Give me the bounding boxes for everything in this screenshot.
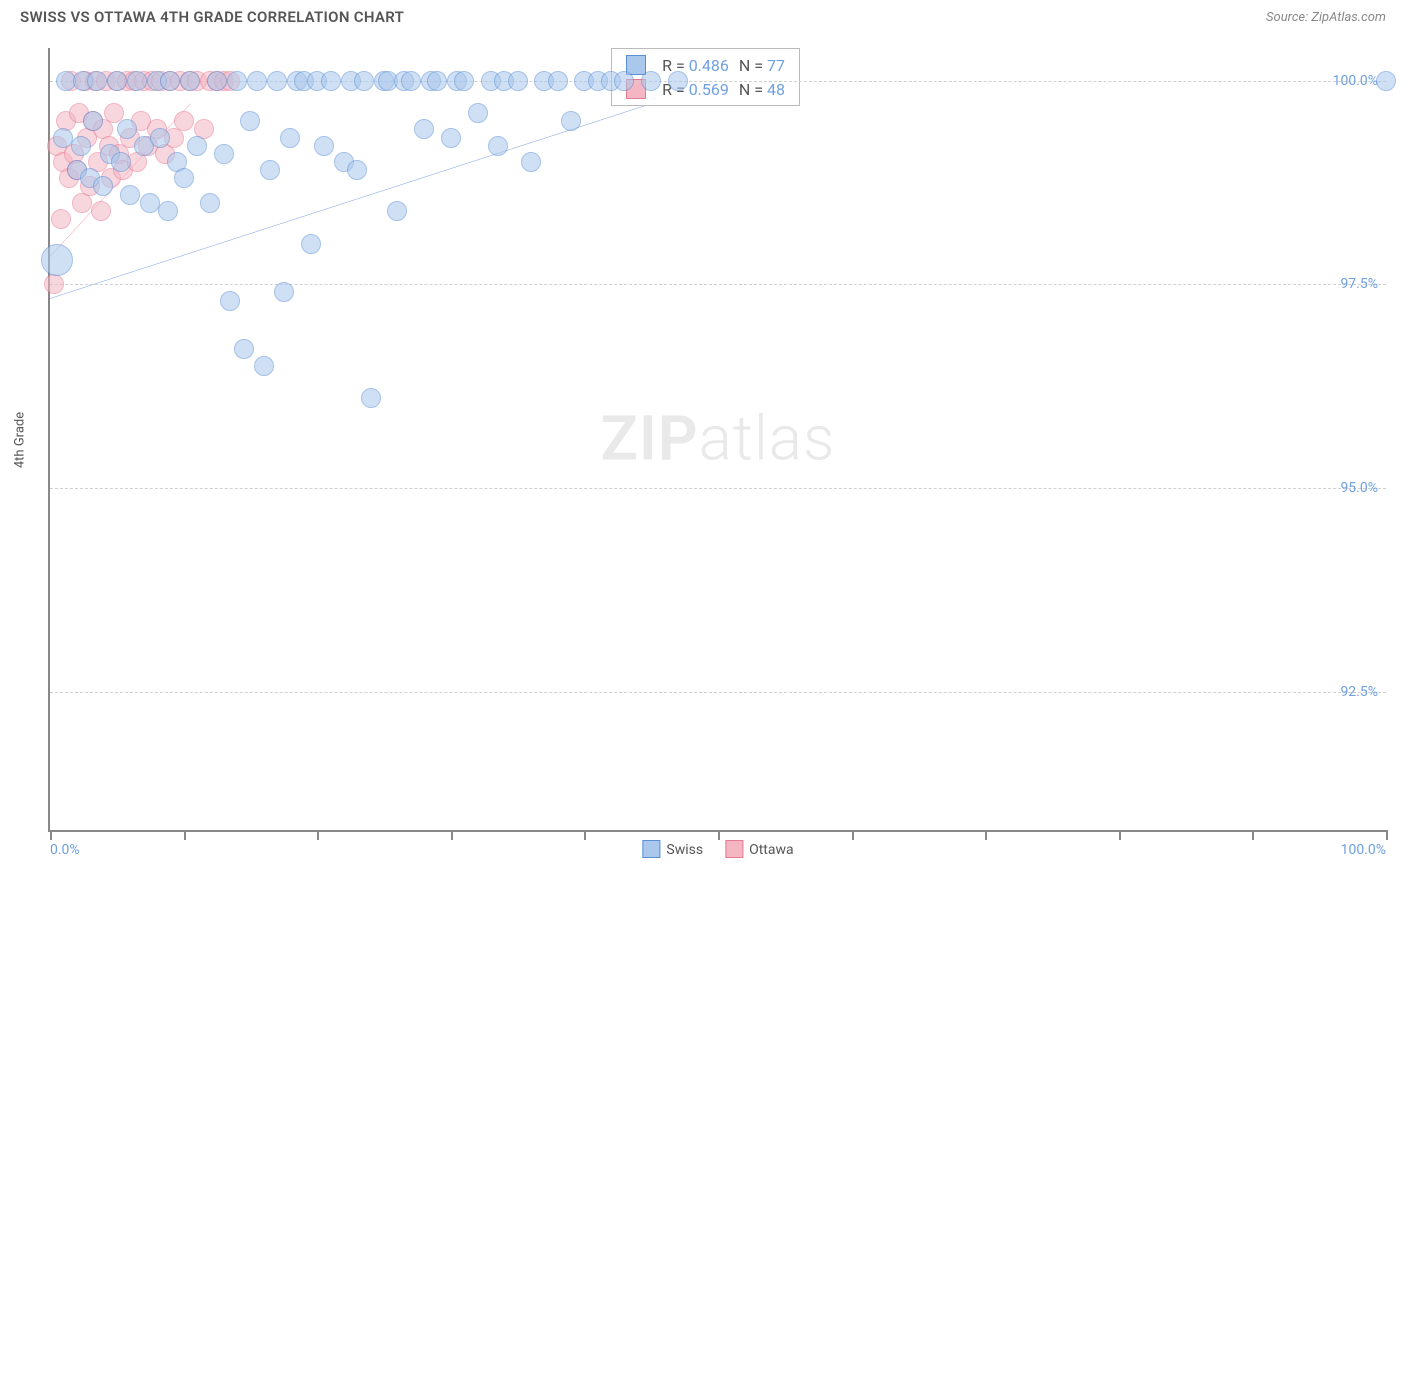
- x-tick-label: 0.0%: [50, 842, 80, 858]
- scatter-point: [150, 128, 170, 148]
- scatter-point: [441, 128, 461, 148]
- scatter-point: [361, 388, 381, 408]
- gridline: [50, 488, 1386, 489]
- scatter-point: [117, 119, 137, 139]
- x-tick: [1119, 830, 1121, 840]
- scatter-point: [87, 71, 107, 91]
- scatter-point: [240, 111, 260, 131]
- x-tick: [184, 830, 186, 840]
- plot-frame: ZIPatlas R = 0.486N = 77R = 0.569N = 48 …: [48, 48, 1386, 832]
- scatter-point: [160, 71, 180, 91]
- scatter-point: [174, 111, 194, 131]
- y-axis-label: 4th Grade: [13, 412, 28, 468]
- legend-swatch: [642, 840, 660, 858]
- x-tick: [584, 830, 586, 840]
- scatter-point: [561, 111, 581, 131]
- scatter-point: [83, 111, 103, 131]
- source-label: Source: ZipAtlas.com: [1266, 10, 1386, 25]
- y-tick-label: 95.0%: [1340, 480, 1378, 496]
- scatter-point: [174, 168, 194, 188]
- legend-swatch: [725, 840, 743, 858]
- chart-title: SWISS VS OTTAWA 4TH GRADE CORRELATION CH…: [20, 8, 404, 26]
- scatter-point: [347, 160, 367, 180]
- scatter-point: [180, 71, 200, 91]
- scatter-point: [401, 71, 421, 91]
- scatter-point: [668, 71, 688, 91]
- scatter-point: [274, 282, 294, 302]
- scatter-point: [214, 144, 234, 164]
- x-tick-label: 100.0%: [1341, 842, 1386, 858]
- scatter-point: [521, 152, 541, 172]
- scatter-point: [220, 291, 240, 311]
- scatter-point: [280, 128, 300, 148]
- x-tick: [317, 830, 319, 840]
- legend-n-label: N = 48: [739, 80, 785, 99]
- scatter-point: [234, 339, 254, 359]
- scatter-point: [91, 201, 111, 221]
- legend-item: Swiss: [642, 840, 703, 858]
- scatter-point: [254, 356, 274, 376]
- scatter-point: [107, 71, 127, 91]
- scatter-point: [488, 136, 508, 156]
- scatter-point: [187, 136, 207, 156]
- y-tick-label: 97.5%: [1340, 276, 1378, 292]
- scatter-point: [414, 119, 434, 139]
- scatter-point: [314, 136, 334, 156]
- gridline: [50, 692, 1386, 693]
- gridline: [50, 284, 1386, 285]
- scatter-point: [468, 103, 488, 123]
- scatter-point: [508, 71, 528, 91]
- legend-n-label: N = 77: [739, 56, 785, 75]
- scatter-point: [200, 193, 220, 213]
- scatter-point: [260, 160, 280, 180]
- scatter-point: [44, 274, 64, 294]
- scatter-point: [41, 244, 73, 276]
- scatter-point: [321, 71, 341, 91]
- x-tick: [718, 830, 720, 840]
- scatter-point: [71, 136, 91, 156]
- scatter-point: [614, 71, 634, 91]
- y-tick-label: 100.0%: [1333, 73, 1378, 89]
- x-tick: [985, 830, 987, 840]
- stats-legend: R = 0.486N = 77R = 0.569N = 48: [611, 48, 800, 106]
- scatter-point: [207, 71, 227, 91]
- x-tick: [451, 830, 453, 840]
- scatter-point: [301, 234, 321, 254]
- x-tick: [1252, 830, 1254, 840]
- x-tick: [50, 830, 52, 840]
- scatter-point: [247, 71, 267, 91]
- series-legend: Swiss Ottawa: [642, 840, 793, 858]
- x-tick: [1386, 830, 1388, 840]
- scatter-point: [120, 185, 140, 205]
- scatter-point: [111, 152, 131, 172]
- scatter-point: [1376, 71, 1396, 91]
- scatter-point: [51, 209, 71, 229]
- stats-legend-row: R = 0.486N = 77: [612, 53, 799, 77]
- scatter-point: [641, 71, 661, 91]
- scatter-point: [427, 71, 447, 91]
- scatter-point: [454, 71, 474, 91]
- trend-lines: [50, 48, 1386, 1384]
- scatter-point: [93, 176, 113, 196]
- header-row: SWISS VS OTTAWA 4TH GRADE CORRELATION CH…: [0, 0, 1406, 30]
- scatter-point: [387, 201, 407, 221]
- y-tick-label: 92.5%: [1340, 684, 1378, 700]
- x-tick: [852, 830, 854, 840]
- scatter-point: [127, 71, 147, 91]
- scatter-point: [158, 201, 178, 221]
- scatter-point: [354, 71, 374, 91]
- legend-item: Ottawa: [725, 840, 794, 858]
- scatter-point: [267, 71, 287, 91]
- scatter-point: [548, 71, 568, 91]
- scatter-point: [227, 71, 247, 91]
- plot-area: 4th Grade ZIPatlas R = 0.486N = 77R = 0.…: [48, 48, 1386, 832]
